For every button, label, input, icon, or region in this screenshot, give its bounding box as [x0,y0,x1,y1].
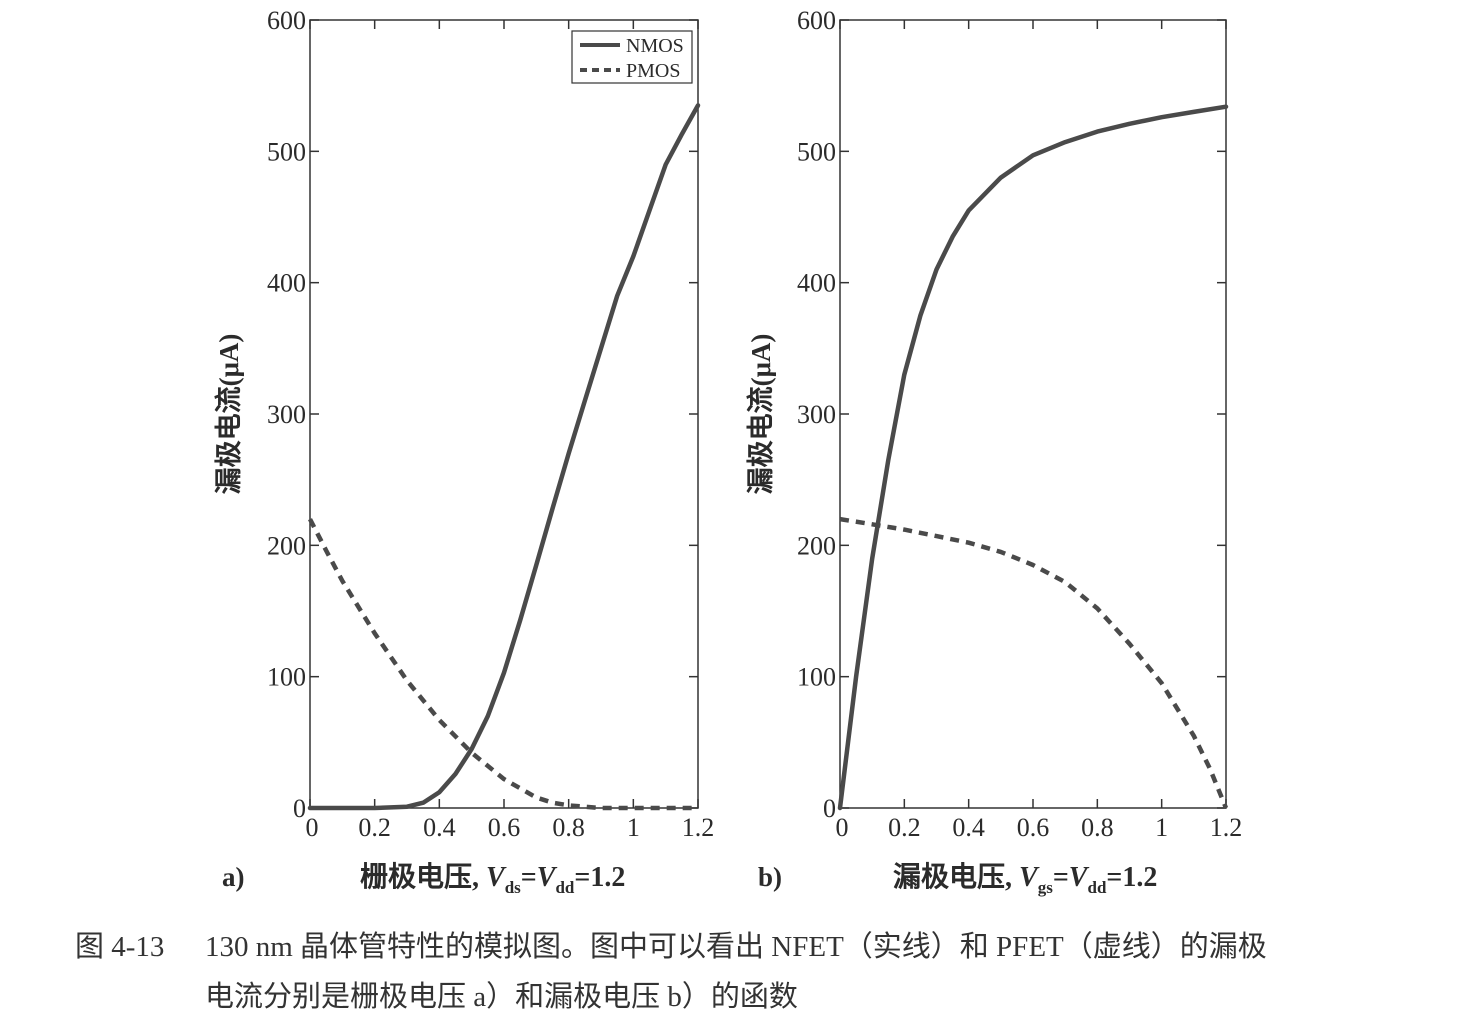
y-tick-label: 500 [267,137,306,166]
legend-box [571,30,693,84]
series-nmos-line [837,104,1229,811]
x-tick-label: 0 [836,813,849,842]
legend-label-nmos: NMOS [626,35,684,57]
x-tick-label: 0.4 [423,813,456,842]
figure-caption: 图 4-13 130 nm 晶体管特性的模拟图。图中可以看出 NFET（实线）和 … [75,922,1435,1022]
x-tick-label: 0.8 [1081,813,1114,842]
legend-label-pmos: PMOS [626,60,680,82]
x-tick-label: 0.6 [488,813,521,842]
y-tick-label: 600 [267,6,306,35]
x-axis-label: 漏极电压, Vgs=Vdd=1.2 [893,861,1157,897]
x-tick-label: 0.2 [888,813,921,842]
y-tick-label: 200 [267,531,306,560]
y-tick-label: 100 [267,663,306,692]
x-tick-label: 0.4 [952,813,985,842]
plot-frame [309,19,699,809]
y-tick-label: 0 [823,794,836,823]
y-tick-label: 0 [293,794,306,823]
series-pmos-line [839,516,1229,809]
y-tick-label: 500 [797,137,836,166]
y-tick-label: 100 [797,663,836,692]
x-axis-label: 栅极电压, Vds=Vdd=1.2 [360,861,625,897]
legend: NMOS PMOS [571,30,693,84]
caption-line-2: 电流分别是栅极电压 a）和漏极电压 b）的函数 [205,981,798,1013]
y-tick-label: 200 [797,531,836,560]
y-axis-label: 漏极电流(μA) [214,334,244,495]
panel-letter: a) [222,862,245,892]
x-tick-label: 1.2 [682,813,715,842]
x-tick-label: 1.2 [1210,813,1243,842]
series-nmos-line [307,103,701,811]
x-tick-label: 0.6 [1017,813,1050,842]
y-tick-label: 300 [797,400,836,429]
chart-panel-b: 0 100 200 300 400 500 600 0 0.2 0.4 0.6 0.8 1 1.2 漏极电流… [746,6,1242,897]
x-tick-label: 1 [627,813,640,842]
y-tick-label: 400 [267,269,306,298]
y-axis-label: 漏极电流(μA) [746,334,776,495]
x-tick-label: 0 [306,813,319,842]
panel-letter: b) [758,862,782,892]
y-tick-label: 600 [797,6,836,35]
caption-line-1: 130 nm 晶体管特性的模拟图。图中可以看出 NFET（实线）和 PFET（虚… [205,931,1267,963]
x-tick-label: 0.8 [552,813,585,842]
y-tick-label: 300 [267,400,306,429]
x-tick-label: 1 [1155,813,1168,842]
y-tick-label: 400 [797,269,836,298]
series-pmos-line [307,518,698,811]
caption-number: 图 4-13 [75,931,165,963]
x-tick-label: 0.2 [358,813,391,842]
chart-panel-a: 0 100 200 300 400 500 600 0 0.2 0.4 0.6 0.8 1 1.2 漏极电流… [214,6,714,897]
